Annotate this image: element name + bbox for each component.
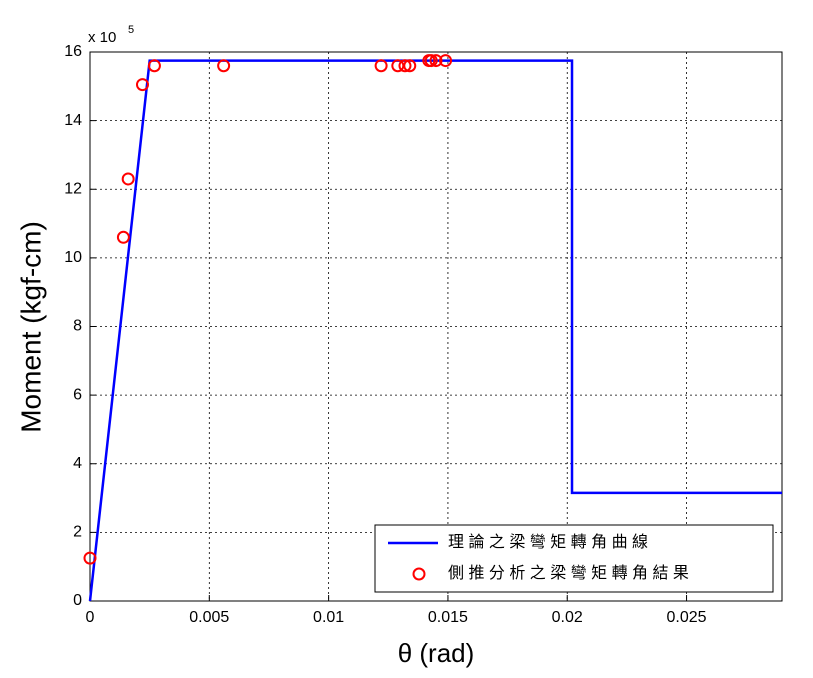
data-point (135, 78, 149, 92)
data-point (374, 59, 388, 73)
legend-marker (412, 567, 426, 581)
data-point (121, 172, 135, 186)
y-tick-label: 8 (73, 318, 82, 335)
y-tick-label: 16 (64, 43, 82, 60)
legend-label: 側 推 分 析 之 梁 彎 矩 轉 角 結 果 (448, 564, 689, 582)
y-tick-label: 2 (73, 524, 82, 541)
data-point (429, 54, 443, 68)
data-point (439, 54, 453, 68)
y-tick-label: 6 (73, 386, 82, 403)
legend-label: 理 論 之 梁 彎 矩 轉 角 曲 線 (448, 533, 648, 551)
legend-box (374, 524, 774, 593)
x-axis-label: θ (rad) (398, 638, 475, 668)
data-point (116, 230, 130, 244)
theory-line (88, 59, 782, 602)
x-tick-label: 0.005 (189, 609, 229, 626)
x-tick-label: 0.015 (428, 609, 468, 626)
data-point (147, 59, 161, 73)
y-tick-label: 12 (64, 180, 82, 197)
plot-frame (89, 51, 783, 602)
y-tick-label: 0 (73, 592, 82, 609)
y-tick-label: 10 (64, 249, 82, 266)
y-tick-label: 14 (64, 112, 82, 129)
x-tick-label: 0.025 (667, 609, 707, 626)
data-point (398, 59, 412, 73)
data-point (217, 59, 231, 73)
x-tick-label: 0.02 (552, 609, 583, 626)
y-scale-exponent: 5 (128, 24, 134, 36)
data-point (424, 54, 438, 68)
x-tick-label: 0.01 (313, 609, 344, 626)
x-tick-label: 0 (86, 609, 95, 626)
y-scale-label: x 10 (88, 29, 116, 46)
y-tick-label: 4 (73, 455, 82, 472)
data-point (83, 551, 97, 565)
y-axis-label: Moment (kgf-cm) (15, 221, 46, 433)
data-point (403, 59, 417, 73)
